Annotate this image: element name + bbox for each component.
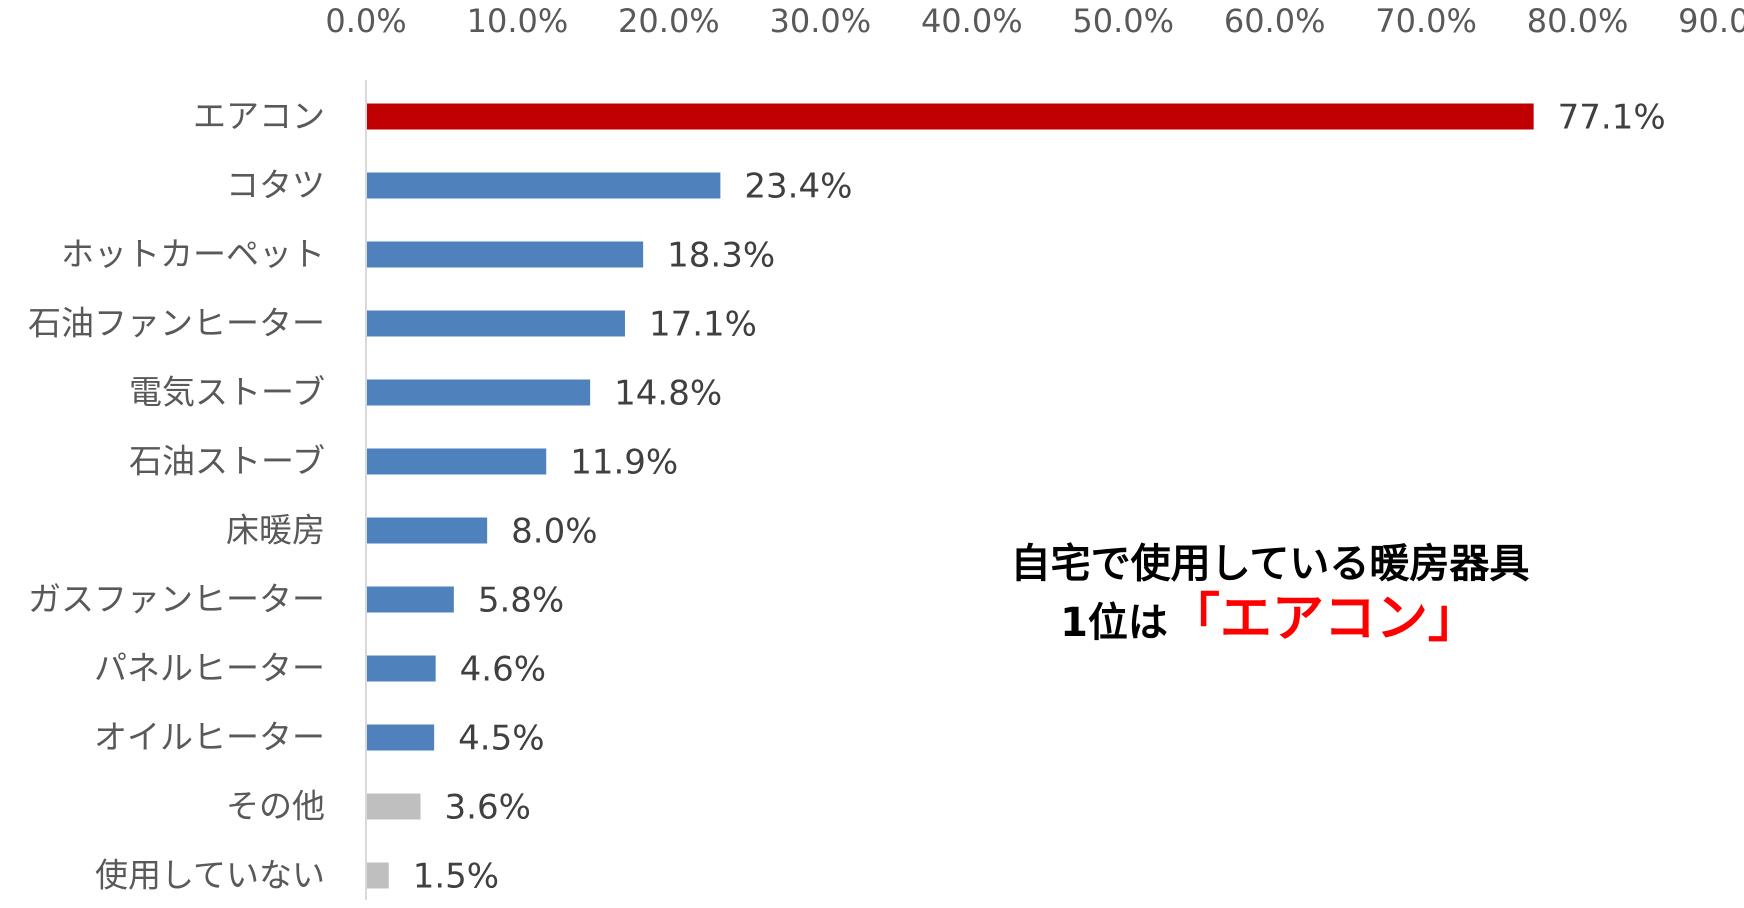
data-label: 11.9%: [570, 443, 678, 483]
annotation-line2-prefix: 1位は: [1060, 600, 1168, 646]
category-label: エアコン: [193, 97, 325, 136]
x-tick-label: 20.0%: [618, 2, 720, 40]
category-label: その他: [226, 787, 325, 826]
annotation-line1: 自宅で使用している暖房器具: [1010, 541, 1530, 587]
category-label: ホットカーペット: [61, 235, 325, 274]
x-tick-label: 40.0%: [921, 2, 1023, 40]
bar: [367, 655, 436, 682]
data-label: 4.5%: [458, 719, 544, 759]
annotation-highlight: 「エアコン」: [1167, 589, 1480, 649]
x-tick-label: 60.0%: [1224, 2, 1326, 40]
category-label: 使用していない: [95, 856, 325, 895]
data-labels: 77.1% 23.4% 18.3% 17.1% 14.8% 11.9% 8.0% 5.8% 4.…: [413, 98, 1666, 897]
x-tick-label: 70.0%: [1375, 2, 1477, 40]
chart-annotation: 自宅で使用している暖房器具 1位は「エアコン」: [880, 540, 1660, 650]
category-label: 石油ストーブ: [129, 442, 325, 481]
bar: [367, 310, 625, 337]
data-label: 5.8%: [478, 581, 564, 621]
data-label: 14.8%: [614, 374, 722, 414]
category-label: コタツ: [226, 166, 325, 205]
x-tick-label: 0.0%: [325, 2, 406, 40]
data-label: 4.6%: [460, 650, 546, 690]
x-tick-label: 90.0%: [1678, 2, 1744, 40]
annotation-line2: 1位は「エアコン」: [880, 588, 1660, 650]
category-label: ガスファンヒーター: [28, 580, 325, 619]
bar: [367, 172, 721, 199]
bar: [367, 862, 389, 889]
category-labels: エアコンコタツホットカーペット石油ファンヒーター電気ストーブ石油ストーブ床暖房ガ…: [28, 97, 325, 895]
x-tick-label: 10.0%: [467, 2, 569, 40]
data-label: 77.1%: [1558, 98, 1666, 138]
data-label: 1.5%: [413, 857, 499, 897]
x-axis-tick-labels: 0.0% 10.0% 20.0% 30.0% 40.0% 50.0% 60.0% 70.0% 8…: [325, 2, 1744, 40]
bar: [367, 103, 1534, 130]
x-tick-label: 80.0%: [1527, 2, 1629, 40]
bar: [367, 586, 454, 613]
data-label: 8.0%: [511, 512, 597, 552]
bar: [367, 448, 547, 475]
data-label: 23.4%: [744, 167, 852, 207]
bar: [367, 517, 488, 544]
data-label: 3.6%: [445, 788, 531, 828]
data-label: 17.1%: [649, 305, 757, 345]
data-label: 18.3%: [667, 236, 775, 276]
bar: [367, 241, 644, 268]
bar: [367, 724, 435, 751]
category-label: 電気ストーブ: [129, 373, 325, 412]
bars: [367, 103, 1534, 889]
category-label: オイルヒーター: [94, 718, 325, 757]
x-tick-label: 50.0%: [1072, 2, 1174, 40]
bar: [367, 793, 421, 820]
x-tick-label: 30.0%: [770, 2, 872, 40]
category-label: パネルヒーター: [94, 649, 325, 688]
category-label: 石油ファンヒーター: [28, 304, 325, 343]
bar: [367, 379, 591, 406]
category-label: 床暖房: [226, 511, 325, 550]
